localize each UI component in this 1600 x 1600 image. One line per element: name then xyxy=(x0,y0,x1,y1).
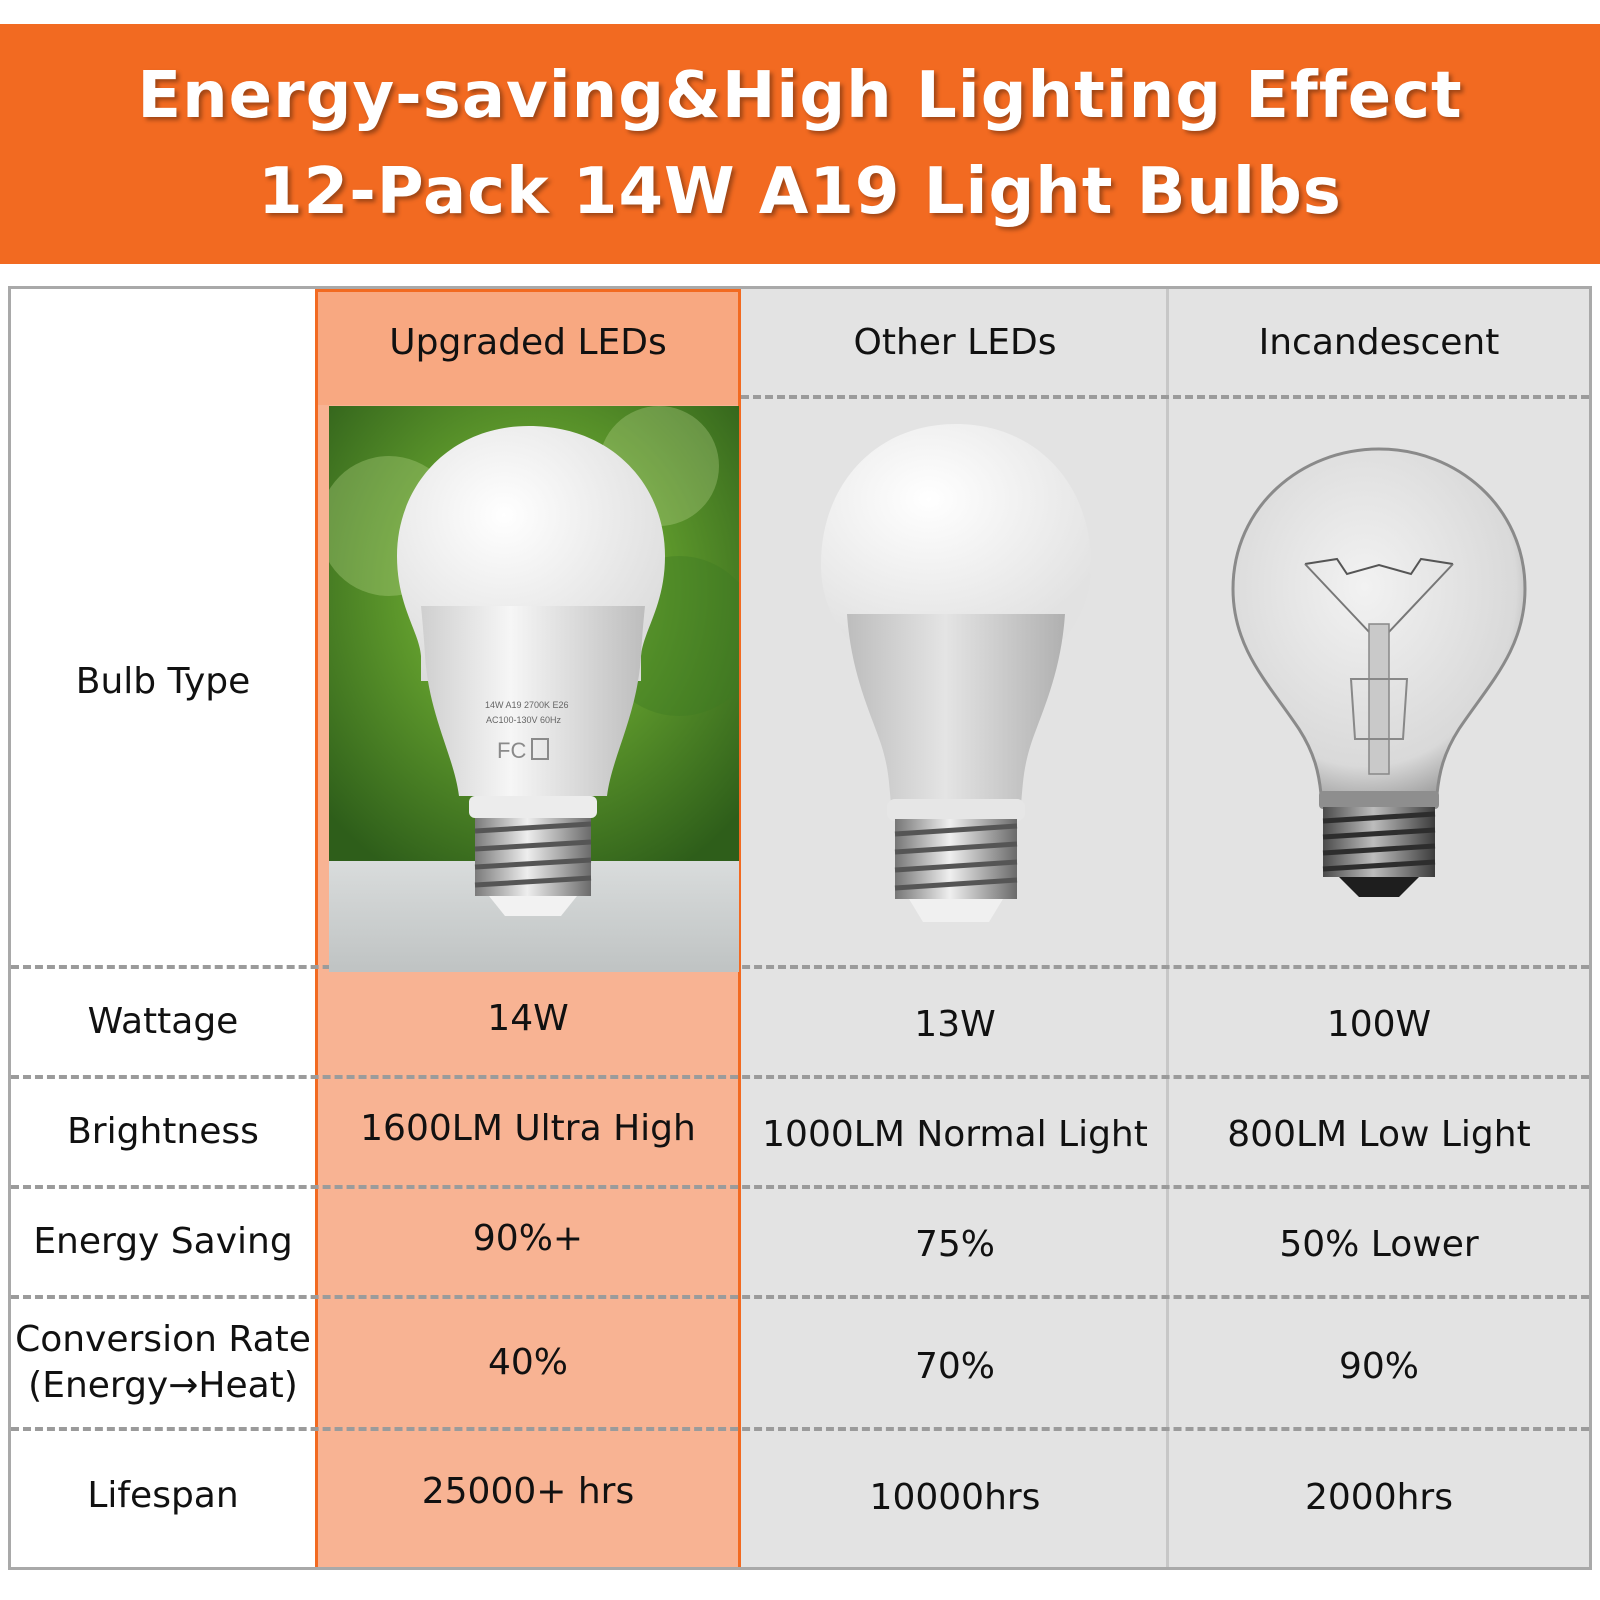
upgraded-leds-header-bg xyxy=(315,289,741,405)
fcc-mark: FC xyxy=(497,738,526,763)
row-divider xyxy=(11,1295,1589,1299)
conversion-upgraded: 40% xyxy=(487,1342,568,1383)
row-divider xyxy=(11,1185,1589,1189)
other-led-bulb-image xyxy=(821,424,1091,922)
header-other-leds: Other LEDs xyxy=(853,322,1057,363)
label-column xyxy=(11,289,315,1567)
recycle-bin-icon xyxy=(531,738,549,760)
row-label-bulb-type: Bulb Type xyxy=(75,661,251,702)
row-label-energy-saving: Energy Saving xyxy=(33,1221,293,1262)
row-divider xyxy=(11,1427,1589,1431)
brightness-upgraded: 1600LM Ultra High xyxy=(360,1108,696,1149)
conversion-incandescent: 90% xyxy=(1338,1346,1419,1387)
row-divider xyxy=(741,395,1589,399)
brightness-other: 1000LM Normal Light xyxy=(762,1114,1148,1155)
row-label-conversion-rate: Conversion Rate (Energy→Heat) xyxy=(11,1299,315,1427)
incandescent-bulb-image xyxy=(1231,447,1527,897)
lifespan-incandescent: 2000hrs xyxy=(1305,1477,1453,1518)
row-divider xyxy=(11,965,1589,969)
wattage-other: 13W xyxy=(914,1004,996,1045)
energy-to-heat-label: (Energy→Heat) xyxy=(28,1365,298,1406)
title-banner: Energy-saving&High Lighting Effect 12-Pa… xyxy=(0,24,1600,264)
title-line-2: 12-Pack 14W A19 Light Bulbs xyxy=(258,155,1342,229)
upgraded-led-bulb-image: 14W A19 2700K E26 AC100-130V 60Hz FC xyxy=(329,406,739,972)
wattage-upgraded: 14W xyxy=(487,998,569,1039)
header-incandescent: Incandescent xyxy=(1258,322,1500,363)
upgraded-led-bulb-photo: 14W A19 2700K E26 AC100-130V 60Hz FC xyxy=(329,406,739,972)
comparison-table: Upgraded LEDs Other LEDs Incandescent Bu… xyxy=(8,286,1592,1570)
row-label-wattage: Wattage xyxy=(87,1001,239,1042)
lifespan-upgraded: 25000+ hrs xyxy=(421,1471,635,1512)
conversion-rate-label: Conversion Rate xyxy=(15,1319,311,1360)
energy-saving-incandescent: 50% Lower xyxy=(1279,1224,1479,1265)
row-label-lifespan: Lifespan xyxy=(87,1475,239,1516)
row-label-brightness: Brightness xyxy=(67,1111,259,1152)
energy-saving-upgraded: 90%+ xyxy=(472,1218,584,1259)
header-upgraded-leds: Upgraded LEDs xyxy=(389,322,667,363)
conversion-other: 70% xyxy=(914,1346,995,1387)
brightness-incandescent: 800LM Low Light xyxy=(1227,1114,1531,1155)
wattage-incandescent: 100W xyxy=(1326,1004,1432,1045)
bulb-print-text-1: 14W A19 2700K E26 xyxy=(485,700,569,710)
row-divider xyxy=(11,1075,1589,1079)
bulb-print-text-2: AC100-130V 60Hz xyxy=(486,715,562,725)
energy-saving-other: 75% xyxy=(914,1224,995,1265)
title-line-1: Energy-saving&High Lighting Effect xyxy=(137,59,1463,133)
lifespan-other: 10000hrs xyxy=(869,1477,1041,1518)
